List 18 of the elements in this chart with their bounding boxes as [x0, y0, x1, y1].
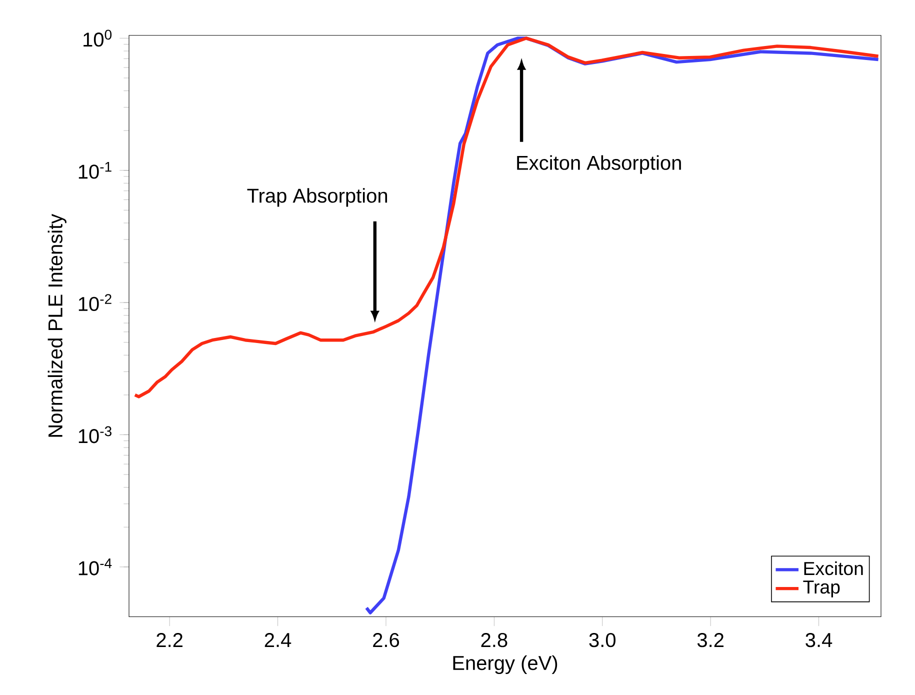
x-tick-label: 3.0 — [589, 632, 616, 648]
x-axis-title: Energy (eV) — [453, 655, 558, 674]
x-tick-label: 3.4 — [806, 632, 832, 648]
legend-label: Trap — [803, 580, 840, 598]
legend-label: Exciton — [804, 561, 863, 576]
y-tick-label: 10$^{-3}$ — [78, 426, 112, 444]
y-axis-title: Normalized PLE Intensity — [48, 214, 66, 437]
x-tick-label: 2.4 — [264, 632, 292, 647]
annotation: Trap Absorption — [247, 188, 388, 207]
y-tick-label: 10$^{-2}$ — [78, 294, 112, 312]
x-tick-label: 2.8 — [481, 632, 508, 648]
x-tick-label: 3.2 — [697, 632, 724, 648]
x-tick-label: 2.6 — [373, 632, 400, 648]
y-tick-label: 10$^{-4}$ — [78, 558, 112, 576]
annotation: Exciton Absorption — [517, 155, 681, 174]
y-tick-label: 10$^{0}$ — [84, 30, 112, 47]
y-tick-label: 10$^{-1}$ — [78, 162, 112, 179]
x-tick-label: 2.2 — [156, 632, 182, 647]
